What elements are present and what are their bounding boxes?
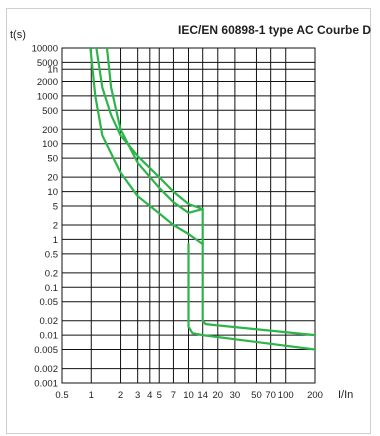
y-tick-label: 0.5 [45,249,58,260]
y-tick-label: 10 [47,187,58,198]
y-tick-label: 500 [42,106,58,117]
y-tick-label: 2 [53,221,58,232]
y-axis-label: t(s) [10,29,26,41]
plot-border [61,47,316,384]
x-tick-label: 200 [307,390,323,401]
trip-curve-2 [105,46,204,214]
x-tick-label: 50 [251,390,262,401]
y-tick-label: 10000 [32,44,58,55]
grid [61,47,316,384]
y-tick-label: 0.001 [34,379,58,390]
y-tick-label: 200 [42,125,58,136]
y-tick-label: 5000 [37,58,58,69]
x-tick-label: 70 [265,390,276,401]
x-axis-label: I/In [338,389,353,401]
y-tick-label: 20 [47,173,58,184]
trip-curves [89,46,317,351]
y-tick-label: 1 [53,235,58,246]
y-tick-label: 0.05 [40,297,59,308]
y-tick-label: 50 [47,154,58,165]
x-tick-label: 10 [183,390,194,401]
x-tick-label: 7 [171,390,176,401]
y-tick-label: 0.005 [34,345,58,356]
chart-title: IEC/EN 60898-1 type AC Courbe D [178,23,371,37]
x-tick-label: 4 [147,390,152,401]
y-tick-label: 1000 [37,91,58,102]
x-tick-label: 20 [212,390,223,401]
y-tick-label: 0.01 [40,331,59,342]
x-tick-label: 3 [135,390,140,401]
x-tick-label: 14 [197,390,208,401]
y-tick-label: 0.002 [34,364,58,375]
y-tick-label: 100 [42,139,58,150]
x-tick-label: 30 [230,390,241,401]
y-tick-label: 2000 [37,77,58,88]
trip-curve-1 [95,46,317,337]
y-tick-label: 1h [47,65,58,76]
y-tick-label: 5 [53,201,58,212]
y-tick-label: 0.2 [45,268,58,279]
x-tick-label: 0.5 [55,390,68,401]
x-tick-labels: 0.5 1 2 3 4 5 7 10 14 20 30 50 70 100 200 [55,390,323,401]
y-tick-label: 0.02 [40,316,59,327]
x-tick-label: 1 [89,390,94,401]
x-tick-label: 100 [278,390,294,401]
trip-curve-3 [89,46,204,246]
y-tick-label: 0.1 [45,283,58,294]
x-tick-label: 5 [157,390,162,401]
x-tick-label: 2 [118,390,123,401]
trip-curve-4 [187,243,317,351]
